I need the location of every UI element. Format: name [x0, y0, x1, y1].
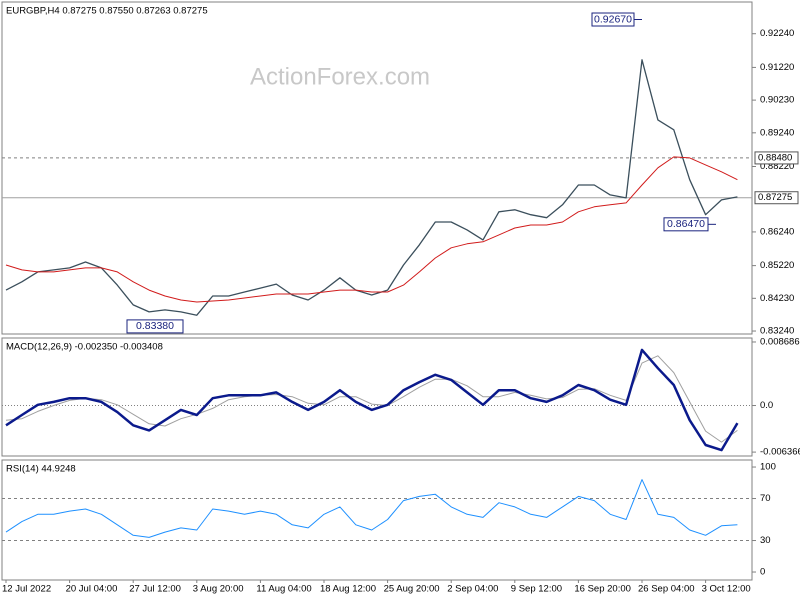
y-tick-label: 0: [760, 567, 765, 578]
y-tick-label: 0.89240: [760, 127, 794, 138]
panel-title: RSI(14) 44.9248: [6, 464, 76, 475]
panel: [1, 337, 753, 457]
annotation-box: [591, 12, 635, 27]
level-label: 0.88480: [758, 152, 792, 163]
series-line: [5, 59, 738, 316]
x-tick-label: 18 Aug 12:00: [320, 584, 376, 595]
series-line: [5, 348, 739, 452]
annotation-label: 0.83380: [136, 320, 174, 332]
x-tick-label: 2 Sep 04:00: [447, 584, 498, 595]
annotation-label: 0.92670: [594, 13, 632, 25]
level-label: 0.87275: [758, 192, 792, 203]
panel-title: EURGBP,H4 0.87275 0.87550 0.87263 0.8727…: [6, 6, 208, 17]
y-tick-label: 0.85220: [760, 260, 794, 271]
x-tick-label: 11 Aug 04:00: [256, 584, 311, 595]
x-tick-label: 12 Jul 2022: [2, 584, 51, 595]
y-tick-label: 0.92240: [760, 28, 794, 39]
y-tick-label: 0.90230: [760, 95, 794, 106]
series-line: [5, 355, 738, 443]
x-tick-label: 9 Sep 12:00: [511, 584, 562, 595]
x-tick-label: 3 Aug 20:00: [193, 584, 244, 595]
panel: [1, 1, 753, 335]
series-line: [5, 479, 738, 538]
y-tick-label: 0.86240: [760, 226, 794, 237]
y-tick-label: 0.91220: [760, 62, 794, 73]
annotation-box: [663, 217, 709, 232]
y-tick-label: -0.006366: [760, 447, 800, 458]
x-tick-label: 27 Jul 12:00: [129, 584, 181, 595]
y-tick-label: 0.008686: [760, 336, 800, 347]
y-tick-label: 0.88220: [760, 161, 794, 172]
panel: [1, 459, 753, 581]
y-tick-label: 30: [760, 535, 771, 546]
x-tick-label: 25 Aug 20:00: [384, 584, 440, 595]
x-tick-label: 26 Sep 04:00: [638, 584, 695, 595]
y-tick-label: 0.0: [760, 400, 773, 411]
y-tick-label: 0.84230: [760, 293, 794, 304]
x-tick-label: 3 Oct 12:00: [702, 584, 751, 595]
x-tick-label: 16 Sep 20:00: [574, 584, 631, 595]
series-line: [5, 156, 738, 303]
y-tick-label: 100: [760, 462, 776, 473]
annotation-label: 0.86470: [667, 218, 705, 230]
x-tick-label: 20 Jul 04:00: [66, 584, 118, 595]
panel-title: MACD(12,26,9) -0.002350 -0.003408: [6, 342, 163, 353]
y-tick-label: 0.83240: [760, 326, 794, 337]
level-label-box: [754, 191, 799, 205]
annotation-box: [126, 319, 184, 334]
level-label-box: [754, 151, 799, 165]
y-tick-label: 70: [760, 493, 771, 504]
watermark: ActionForex.com: [250, 63, 430, 90]
